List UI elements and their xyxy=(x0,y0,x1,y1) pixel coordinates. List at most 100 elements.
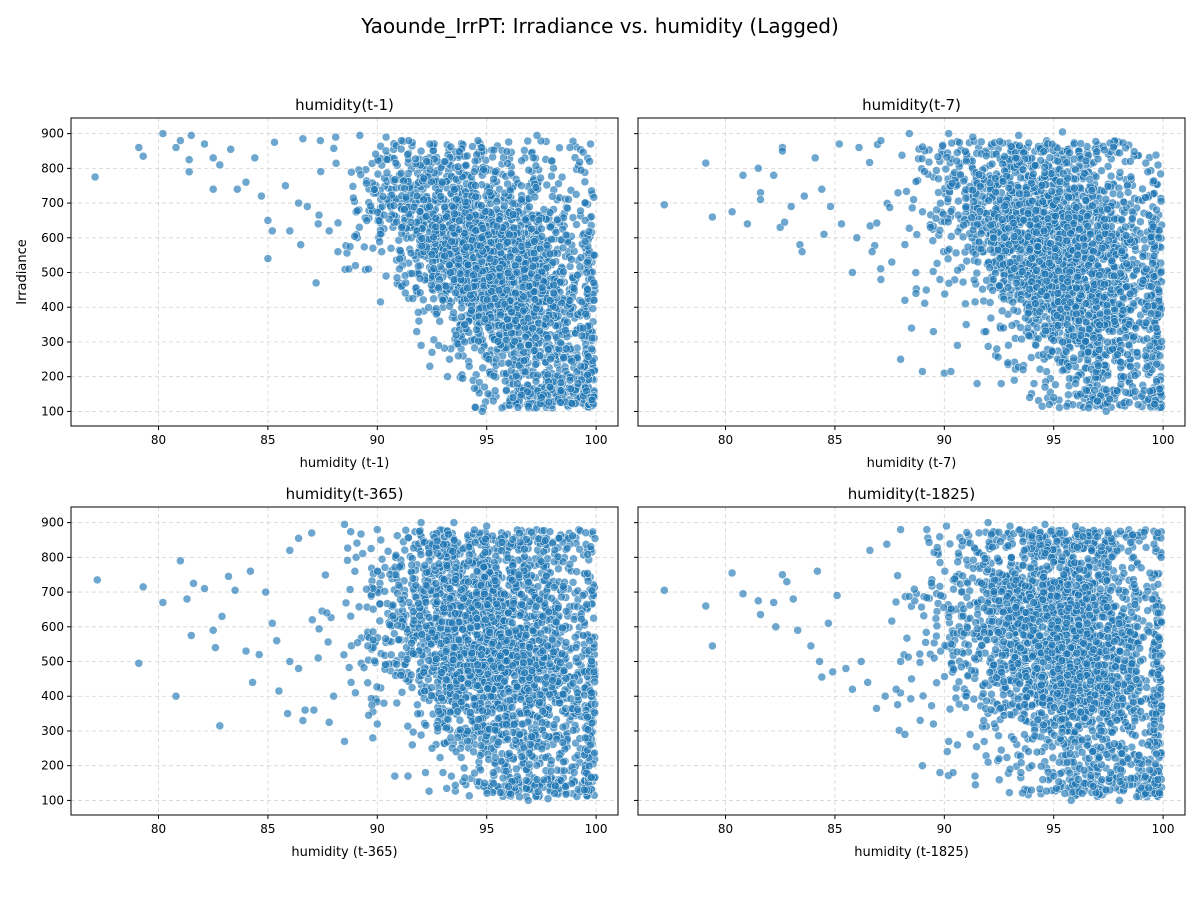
scatter-point xyxy=(1007,321,1017,330)
scatter-point xyxy=(1106,171,1116,181)
scatter-point xyxy=(531,161,541,171)
scatter-point xyxy=(480,382,489,392)
y-tick-label: 800 xyxy=(41,161,64,175)
scatter-point xyxy=(517,390,526,400)
scatter-point xyxy=(973,257,983,267)
scatter-point xyxy=(987,159,997,169)
scatter-point xyxy=(939,209,948,219)
scatter-point xyxy=(1100,145,1109,155)
scatter-point xyxy=(362,179,371,188)
scatter-point xyxy=(575,157,584,167)
scatter-point xyxy=(1088,201,1097,210)
scatter-point xyxy=(382,155,392,164)
scatter-point xyxy=(1122,259,1131,269)
scatter-point xyxy=(447,237,456,246)
scatter-point xyxy=(377,247,386,256)
scatter-point xyxy=(429,264,439,273)
scatter-point xyxy=(397,136,406,145)
scatter-point xyxy=(447,223,457,233)
scatter-point xyxy=(311,278,321,288)
scatter-point xyxy=(934,174,943,184)
scatter-point xyxy=(1081,299,1091,308)
scatter-point xyxy=(494,285,504,295)
scatter-point xyxy=(935,226,945,235)
x-axis-label: humidity (t-1) xyxy=(300,456,390,471)
scatter-point xyxy=(407,269,417,278)
scatter-point xyxy=(547,171,556,181)
scatter-point xyxy=(502,147,512,156)
scatter-point xyxy=(187,131,196,140)
scatter-point xyxy=(1103,182,1113,191)
scatter-point xyxy=(404,169,413,178)
scatter-point xyxy=(438,178,447,187)
scatter-point xyxy=(427,177,436,187)
scatter-point xyxy=(443,372,452,381)
scatter-point xyxy=(583,370,592,380)
scatter-point xyxy=(1024,138,1033,148)
scatter-point xyxy=(578,323,588,333)
scatter-point xyxy=(876,264,885,274)
scatter-point xyxy=(537,232,547,241)
scatter-point xyxy=(543,333,552,343)
y-tick-label: 200 xyxy=(41,370,64,384)
scatter-point xyxy=(376,297,385,307)
scatter-point xyxy=(524,401,533,411)
figure-title: Yaounde_IrrPT: Irradiance vs. humidity (… xyxy=(361,14,839,38)
scatter-point xyxy=(504,321,514,331)
scatter-point xyxy=(589,193,599,202)
scatter-point xyxy=(503,268,513,278)
scatter-point xyxy=(587,395,597,405)
scatter-point xyxy=(395,264,404,274)
scatter-point xyxy=(920,299,929,308)
scatter-point xyxy=(409,202,419,212)
scatter-point xyxy=(505,185,515,195)
scatter-point xyxy=(998,176,1008,186)
scatter-point xyxy=(462,151,472,161)
scatter-point xyxy=(478,407,487,416)
scatter-point xyxy=(872,218,882,228)
scatter-point xyxy=(507,307,516,317)
scatter-point xyxy=(406,218,416,227)
scatter-point xyxy=(495,242,504,251)
scatter-point xyxy=(425,202,434,211)
scatter-point xyxy=(932,259,942,268)
scatter-point xyxy=(461,242,471,252)
scatter-point xyxy=(545,382,555,392)
scatter-point xyxy=(502,385,511,395)
scatter-point xyxy=(329,144,339,153)
scatter-point xyxy=(427,250,437,259)
scatter-point xyxy=(576,166,586,175)
scatter-point xyxy=(412,327,421,336)
scatter-point xyxy=(565,143,575,152)
scatter-point xyxy=(503,315,512,324)
scatter-point xyxy=(474,336,483,346)
scatter-point xyxy=(463,260,473,270)
scatter-point xyxy=(529,248,539,258)
scatter-point xyxy=(427,280,436,290)
scatter-point xyxy=(1062,347,1071,356)
scatter-point xyxy=(375,237,384,247)
scatter-point xyxy=(572,220,581,229)
scatter-point xyxy=(1152,359,1161,369)
scatter-point xyxy=(371,149,380,159)
scatter-point xyxy=(298,134,308,144)
scatter-point xyxy=(427,348,437,357)
scatter-point xyxy=(1140,243,1150,253)
scatter-point xyxy=(995,253,1005,263)
scatter-point xyxy=(176,136,185,145)
scatter-point xyxy=(532,131,542,140)
scatter-point xyxy=(1027,353,1036,362)
scatter-point xyxy=(1156,169,1165,179)
scatter-point xyxy=(531,360,540,369)
scatter-point xyxy=(1117,215,1126,224)
scatter-point xyxy=(349,193,358,203)
scatter-point xyxy=(531,183,541,192)
scatter-point xyxy=(1155,351,1165,361)
scatter-point xyxy=(567,255,576,264)
scatter-point xyxy=(382,168,392,178)
scatter-point xyxy=(488,152,497,162)
scatter-point xyxy=(455,216,464,225)
scatter-point xyxy=(520,367,530,377)
scatter-point xyxy=(431,214,441,223)
